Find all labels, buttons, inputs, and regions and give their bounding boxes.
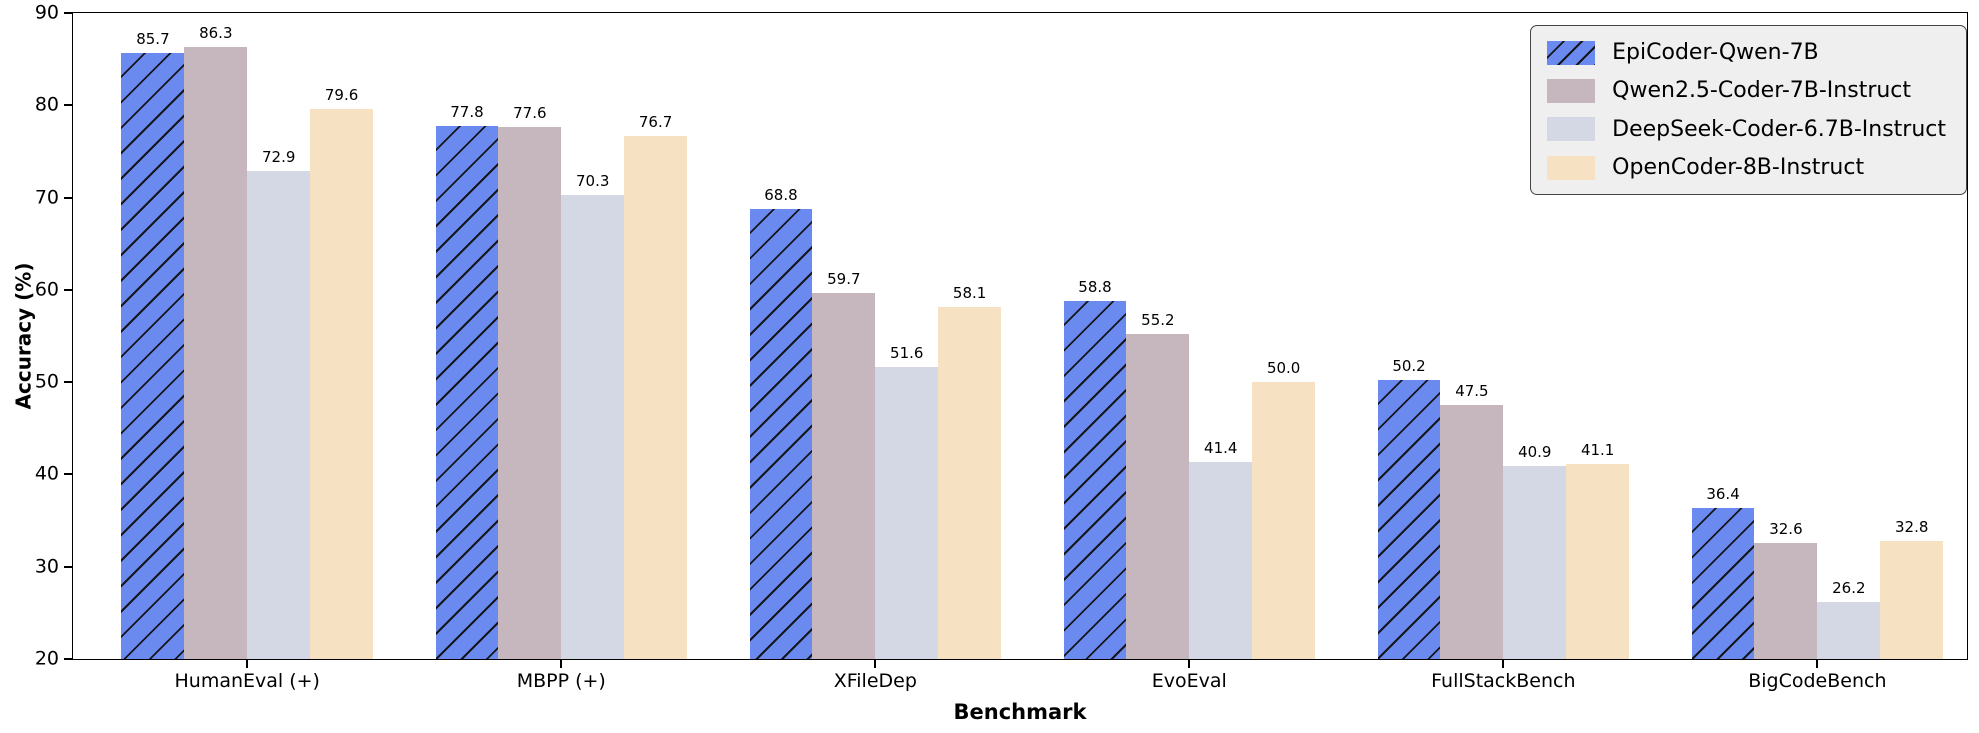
bar-value-label: 58.8 (1078, 277, 1112, 296)
bar-value-label: 47.5 (1455, 382, 1489, 401)
legend-label: DeepSeek-Coder-6.7B-Instruct (1612, 116, 1946, 142)
bar-OpenCoder-8B-Instruct-HumanEval (+) (310, 108, 373, 659)
x-tick-label-2: MBPP (+) (516, 670, 606, 692)
bar-OpenCoder-8B-Instruct-MBPP (+) (624, 135, 688, 659)
x-tick-mark (1188, 659, 1191, 668)
x-tick-label-5: FullStackBench (1431, 670, 1576, 692)
legend-swatch (1547, 155, 1596, 180)
bar-DeepSeek-Coder-6.7B-Instruct-FullStackBench (1503, 466, 1567, 659)
bar-value-label: 76.7 (638, 112, 673, 131)
bar-value-label: 41.4 (1204, 438, 1238, 457)
y-tick-label: 50 (34, 370, 59, 393)
y-tick-mark (64, 196, 73, 199)
x-tick-mark (874, 659, 877, 668)
legend-swatch (1547, 40, 1596, 65)
legend-item: OpenCoder-8B-Instruct (1547, 155, 1946, 180)
y-tick-label: 40 (34, 462, 59, 485)
y-tick-label: 90 (34, 1, 59, 24)
bar-EpiCoder-Qwen-7B-BigCodeBench (1691, 507, 1755, 659)
bar-value-label: 41.1 (1580, 441, 1615, 460)
bar-DeepSeek-Coder-6.7B-Instruct-BigCodeBench (1817, 601, 1881, 659)
legend-item: Qwen2.5-Coder-7B-Instruct (1547, 78, 1946, 103)
legend-label: Qwen2.5-Coder-7B-Instruct (1612, 78, 1912, 104)
bar-value-label: 55.2 (1141, 311, 1175, 330)
bar-DeepSeek-Coder-6.7B-Instruct-XFileDep (875, 367, 939, 659)
bar-value-label: 50.2 (1392, 357, 1426, 376)
legend-swatch (1547, 78, 1596, 103)
bar-value-label: 40.9 (1518, 443, 1552, 462)
bar-DeepSeek-Coder-6.7B-Instruct-EvoEval (1189, 461, 1253, 659)
bar-value-label: 72.9 (261, 147, 296, 166)
legend-item: EpiCoder-Qwen-7B (1547, 40, 1946, 65)
bar-value-label: 70.3 (576, 171, 610, 190)
bar-EpiCoder-Qwen-7B-HumanEval (+) (121, 52, 185, 659)
bar-value-label: 50.0 (1266, 359, 1301, 378)
y-tick-mark (64, 473, 73, 476)
bar-value-label: 77.8 (450, 102, 484, 121)
bar-value-label: 32.6 (1769, 519, 1803, 538)
bar-value-label: 79.6 (324, 85, 359, 104)
x-tick-mark (246, 659, 249, 668)
bar-OpenCoder-8B-Instruct-XFileDep (938, 307, 1002, 659)
x-tick-label-4: EvoEval (1151, 670, 1227, 692)
y-tick-mark (64, 658, 73, 660)
bar-value-label: 68.8 (764, 185, 798, 204)
y-tick-mark (64, 288, 73, 291)
bar-value-label: 86.3 (199, 24, 233, 43)
y-axis-title: Accuracy (%) (11, 262, 35, 410)
y-tick-mark (64, 381, 73, 384)
bar-Qwen2.5-Coder-7B-Instruct-MBPP (+) (498, 127, 562, 659)
bar-value-label: 36.4 (1706, 484, 1740, 503)
x-tick-mark (560, 659, 563, 668)
legend-label: OpenCoder-8B-Instruct (1612, 154, 1865, 180)
bar-value-label: 26.2 (1832, 578, 1866, 597)
bar-value-label: 77.6 (513, 104, 547, 123)
bar-value-label: 51.6 (890, 344, 924, 363)
bar-EpiCoder-Qwen-7B-XFileDep (749, 208, 813, 659)
bar-EpiCoder-Qwen-7B-FullStackBench (1377, 380, 1441, 659)
bar-Qwen2.5-Coder-7B-Instruct-XFileDep (812, 292, 876, 659)
bar-DeepSeek-Coder-6.7B-Instruct-MBPP (+) (561, 194, 625, 659)
legend: EpiCoder-Qwen-7B Qwen2.5-Coder-7B-Instruc… (1530, 25, 1967, 196)
legend-label: EpiCoder-Qwen-7B (1612, 40, 1819, 65)
bar-OpenCoder-8B-Instruct-EvoEval (1252, 382, 1316, 659)
y-tick-mark (64, 565, 73, 568)
y-tick-mark (64, 104, 73, 107)
y-tick-label: 70 (34, 186, 59, 209)
y-tick-label: 30 (34, 555, 59, 578)
bar-value-label: 59.7 (827, 269, 861, 288)
x-tick-mark (1816, 659, 1819, 668)
bar-value-label: 58.1 (952, 284, 987, 303)
y-tick-label: 60 (34, 278, 59, 301)
bar-OpenCoder-8B-Instruct-BigCodeBench (1880, 540, 1944, 659)
bar-EpiCoder-Qwen-7B-EvoEval (1063, 300, 1127, 659)
bar-Qwen2.5-Coder-7B-Instruct-BigCodeBench (1754, 542, 1818, 659)
bar-Qwen2.5-Coder-7B-Instruct-FullStackBench (1440, 405, 1504, 659)
bar-EpiCoder-Qwen-7B-MBPP (+) (435, 125, 499, 659)
x-tick-label-3: XFileDep (833, 670, 917, 692)
y-tick-label: 20 (34, 647, 59, 670)
y-tick-mark (64, 12, 73, 14)
x-tick-label-1: HumanEval (+) (174, 670, 320, 692)
x-tick-label-6: BigCodeBench (1748, 670, 1887, 692)
bar-Qwen2.5-Coder-7B-Instruct-EvoEval (1126, 334, 1190, 659)
legend-swatch (1547, 117, 1596, 142)
y-tick-label: 80 (34, 93, 59, 116)
bar-DeepSeek-Coder-6.7B-Instruct-HumanEval (+) (247, 170, 311, 659)
bar-Qwen2.5-Coder-7B-Instruct-HumanEval (+) (184, 47, 248, 659)
x-axis-title: Benchmark (953, 700, 1087, 724)
bar-value-label: 85.7 (136, 29, 170, 48)
legend-item: DeepSeek-Coder-6.7B-Instruct (1547, 117, 1946, 142)
bar-OpenCoder-8B-Instruct-FullStackBench (1566, 464, 1630, 659)
bar-value-label: 32.8 (1894, 517, 1929, 536)
x-tick-mark (1502, 659, 1505, 668)
